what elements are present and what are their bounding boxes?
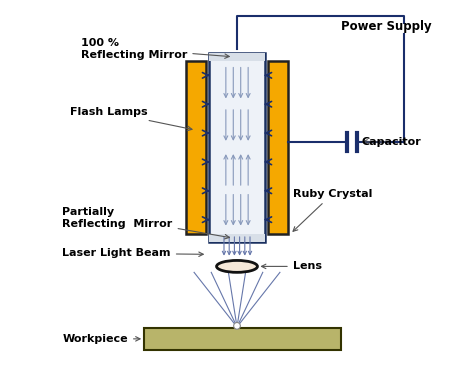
Bar	[209, 53, 265, 61]
Bar	[209, 234, 265, 242]
Text: Partially
Reflecting  Mirror: Partially Reflecting Mirror	[63, 207, 229, 239]
Bar	[144, 328, 341, 350]
Bar	[186, 61, 206, 234]
Text: Flash Lamps: Flash Lamps	[70, 107, 192, 131]
Text: Ruby Crystal: Ruby Crystal	[293, 189, 372, 231]
Text: Laser Light Beam: Laser Light Beam	[63, 248, 203, 258]
Text: 100 %
Reflecting Mirror: 100 % Reflecting Mirror	[81, 38, 229, 60]
Text: Workpiece: Workpiece	[63, 334, 140, 344]
Ellipse shape	[217, 260, 257, 272]
Circle shape	[234, 323, 240, 329]
Bar	[209, 53, 265, 242]
Text: Capacitor: Capacitor	[362, 137, 421, 147]
Bar	[268, 61, 288, 234]
Text: Power Supply: Power Supply	[341, 20, 432, 33]
Text: Lens: Lens	[262, 261, 322, 272]
